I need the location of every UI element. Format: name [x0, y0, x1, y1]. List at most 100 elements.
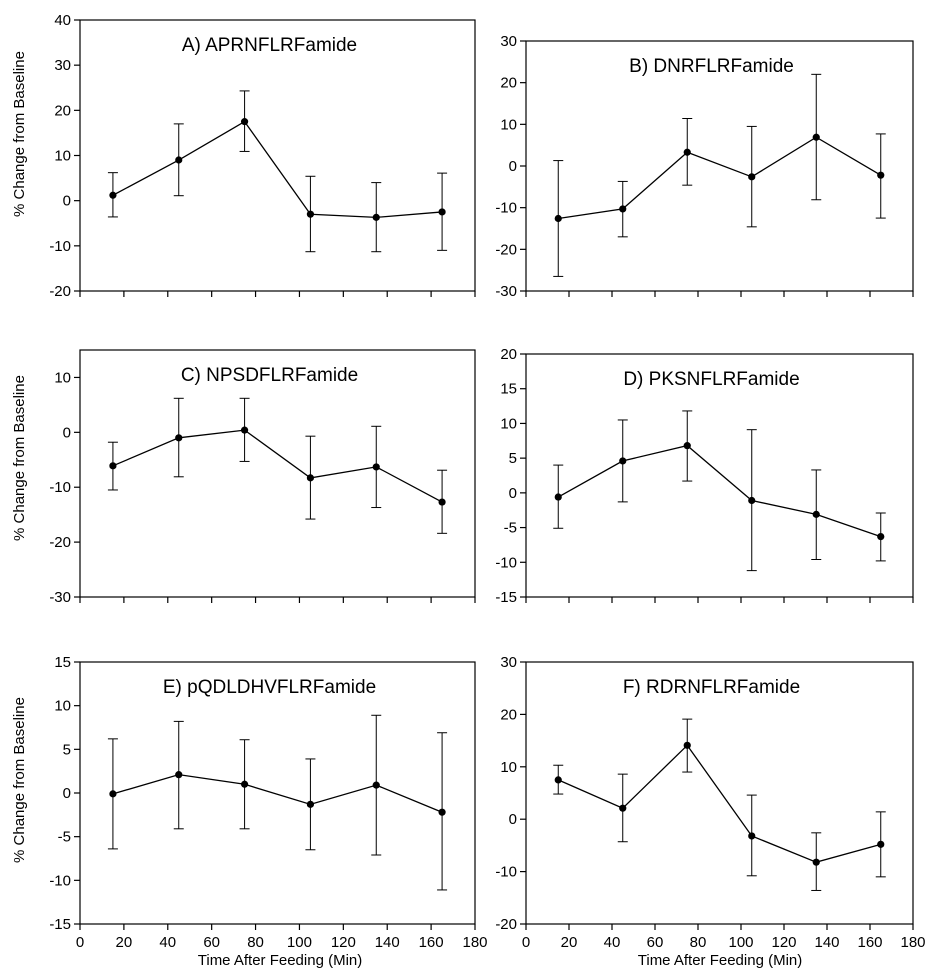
y-tick-label: 0	[509, 811, 517, 828]
y-tick-label: 10	[500, 759, 517, 776]
data-point	[877, 171, 885, 179]
plot-frame	[79, 349, 476, 598]
data-point	[306, 474, 315, 482]
data-point	[877, 840, 885, 848]
panel-title: B) DNRFLRFamide	[629, 56, 794, 77]
data-point	[812, 858, 820, 866]
y-tick-label: 20	[54, 102, 71, 119]
data-point	[109, 790, 117, 798]
panel-5: -15 -10 -5 0 5 10 15 0 20 40 60 80 100 120 140 160 180 E)…	[49, 654, 487, 951]
y-tick-label: -10	[495, 200, 517, 217]
y-tick-label: 0	[509, 158, 517, 175]
data-point	[812, 510, 820, 518]
x-tick-label: 180	[462, 934, 487, 951]
x-tick-label: 80	[247, 934, 264, 951]
y-tick-label: 15	[54, 654, 71, 671]
data-point	[438, 498, 446, 506]
series-line	[558, 136, 882, 220]
data-point	[109, 191, 117, 199]
y-tick-label: -20	[495, 241, 517, 258]
y-tick-label: 0	[509, 485, 517, 502]
y-tick-label: 30	[54, 57, 71, 74]
x-tick-label: 60	[647, 934, 664, 951]
y-tick-label: 20	[500, 346, 517, 363]
data-point	[748, 496, 756, 505]
data-point	[372, 463, 380, 471]
data-point	[240, 426, 249, 434]
y-tick-label: 5	[63, 741, 71, 758]
plot-frame	[525, 40, 914, 292]
data-point	[683, 442, 691, 450]
x-tick-label: 160	[857, 934, 882, 951]
y-tick-label: 40	[54, 12, 71, 29]
panel-title: D) PKSNFLRFamide	[623, 369, 799, 390]
series-line	[112, 429, 443, 503]
data-point	[438, 808, 446, 816]
y-tick-label: -10	[49, 238, 71, 255]
y-tick-label: 30	[500, 33, 517, 50]
data-point	[438, 208, 446, 216]
y-tick-label: -30	[495, 283, 517, 300]
y-tick-label: 10	[54, 148, 71, 165]
plot-frame	[79, 19, 476, 292]
data-point	[240, 780, 249, 788]
plot-frame	[79, 661, 476, 925]
data-point	[683, 741, 691, 749]
x-tick-label: 140	[375, 934, 400, 951]
y-tick-label: 0	[63, 193, 71, 210]
y-tick-label: 0	[63, 424, 71, 441]
data-point	[109, 462, 117, 470]
y-tick-label: 20	[500, 706, 517, 723]
x-tick-label: 160	[419, 934, 444, 951]
data-point	[240, 118, 249, 126]
panel-4: -15 -10 -5 0 5 10 15 20 D) PKSNFLRFamide	[495, 346, 914, 606]
y-tick-label: -20	[49, 534, 71, 551]
x-axis-label-right: Time After Feeding (Min)	[638, 952, 803, 969]
y-tick-label: -10	[49, 479, 71, 496]
x-tick-label: 60	[203, 934, 220, 951]
panel-1: -20 -10 0 10 20 30 40 A) APRNFLRFamide	[49, 12, 476, 300]
y-axis-label-row-3: % Change from Baseline	[11, 697, 28, 863]
data-point	[175, 434, 183, 442]
panel-2: -30 -20 -10 0 10 20 30 B) DNRFLRFamide	[495, 33, 914, 300]
panel-6: -20 -10 0 10 20 30 0 20 40 60 80 100 120 140 160 180 F) …	[495, 654, 925, 951]
series-line	[112, 120, 443, 219]
y-tick-label: 10	[500, 415, 517, 432]
data-point	[748, 832, 756, 840]
y-tick-label: 10	[500, 116, 517, 133]
y-tick-label: 0	[63, 785, 71, 802]
data-point	[683, 148, 691, 156]
plot-frame	[525, 661, 914, 925]
data-point	[748, 173, 756, 181]
y-axis-label-row-2: % Change from Baseline	[11, 375, 28, 541]
x-tick-label: 100	[287, 934, 312, 951]
panel-title: C) NPSDFLRFamide	[181, 365, 358, 386]
x-tick-label: 20	[116, 934, 133, 951]
y-tick-label: 15	[500, 381, 517, 398]
y-tick-label: -10	[49, 872, 71, 889]
y-tick-label: -20	[495, 916, 517, 933]
y-tick-label: -5	[58, 829, 71, 846]
x-tick-label: 40	[159, 934, 176, 951]
x-tick-label: 0	[76, 934, 84, 951]
panel-title: E) pQDLDHVFLRFamide	[163, 677, 376, 698]
x-axis-label-left: Time After Feeding (Min)	[198, 952, 363, 969]
x-tick-label: 0	[522, 934, 530, 951]
y-tick-label: -5	[504, 520, 517, 537]
y-tick-label: 10	[54, 698, 71, 715]
data-point	[554, 214, 562, 223]
x-tick-label: 100	[728, 934, 753, 951]
y-tick-label: -10	[495, 554, 517, 571]
data-point	[372, 781, 380, 789]
series-line	[112, 773, 443, 813]
data-point	[619, 457, 627, 465]
x-tick-label: 40	[604, 934, 621, 951]
data-point	[175, 156, 183, 164]
y-tick-label: 20	[500, 75, 517, 92]
panel-title: F) RDRNFLRFamide	[623, 677, 800, 698]
data-point	[306, 210, 315, 218]
x-tick-label: 120	[771, 934, 796, 951]
y-tick-label: -30	[49, 589, 71, 606]
data-point	[877, 532, 885, 541]
